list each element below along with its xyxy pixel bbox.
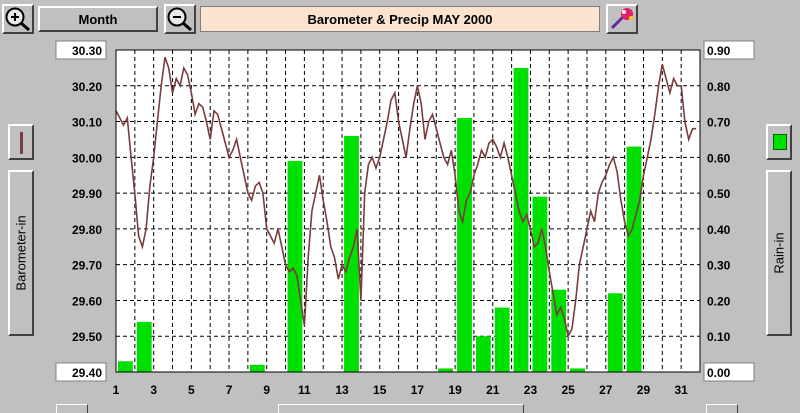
barometer-color-swatch[interactable] bbox=[8, 124, 34, 160]
zoom-out-button[interactable] bbox=[164, 4, 196, 34]
rain-color-swatch[interactable] bbox=[766, 124, 792, 160]
x-tick-label: 11 bbox=[298, 383, 311, 397]
scroll-left-button[interactable] bbox=[56, 404, 88, 413]
scroll-right-button[interactable] bbox=[706, 404, 738, 413]
left-y-tick-label: 30.10 bbox=[72, 116, 102, 130]
left-y-tick-label: 29.70 bbox=[72, 259, 102, 273]
zoom-in-icon bbox=[5, 7, 30, 32]
color-settings-button[interactable] bbox=[606, 4, 638, 34]
left-y-tick-label: 29.50 bbox=[72, 330, 102, 344]
zoom-in-button[interactable] bbox=[2, 4, 34, 34]
x-tick-label: 5 bbox=[188, 383, 195, 397]
x-tick-label: 27 bbox=[599, 383, 613, 397]
x-tick-label: 3 bbox=[150, 383, 157, 397]
left-y-tick-label: 29.90 bbox=[72, 187, 102, 201]
rain-bar bbox=[513, 67, 529, 372]
rain-bar bbox=[118, 361, 133, 372]
right-axis-label-button[interactable]: Rain-in bbox=[766, 170, 792, 336]
x-tick-label: 25 bbox=[561, 383, 575, 397]
x-tick-label: 29 bbox=[637, 383, 651, 397]
rain-bar bbox=[287, 160, 303, 372]
left-y-tick-label: 30.30 bbox=[72, 44, 102, 58]
x-tick-label: 1 bbox=[113, 383, 120, 397]
rain-bar bbox=[136, 321, 152, 372]
x-tick-label: 31 bbox=[674, 383, 688, 397]
rain-bar bbox=[551, 289, 567, 372]
period-button[interactable]: Month bbox=[38, 6, 158, 32]
right-y-tick-label: 0.30 bbox=[707, 259, 731, 273]
plot-area bbox=[116, 50, 700, 372]
right-y-tick-label: 0.90 bbox=[707, 44, 731, 58]
left-y-tick-label: 29.60 bbox=[72, 294, 102, 308]
left-y-tick-label: 30.20 bbox=[72, 80, 102, 94]
y-tick-box bbox=[703, 362, 755, 382]
barometer-line bbox=[115, 56, 697, 339]
rain-bar bbox=[494, 307, 510, 372]
chart-title: Barometer & Precip MAY 2000 bbox=[200, 6, 600, 32]
x-tick-label: 9 bbox=[263, 383, 270, 397]
paintbrush-icon bbox=[610, 8, 633, 30]
right-y-tick-label: 0.00 bbox=[707, 366, 731, 380]
right-y-tick-label: 0.50 bbox=[707, 187, 731, 201]
x-tick-label: 23 bbox=[524, 383, 538, 397]
x-tick-label: 7 bbox=[226, 383, 233, 397]
y-tick-box bbox=[55, 362, 107, 382]
left-y-tick-label: 29.80 bbox=[72, 223, 102, 237]
x-tick-label: 15 bbox=[373, 383, 387, 397]
zoom-out-icon bbox=[167, 7, 192, 32]
left-y-tick-label: 29.40 bbox=[72, 366, 102, 380]
rain-bar bbox=[607, 293, 623, 372]
x-tick-label: 17 bbox=[411, 383, 425, 397]
right-y-tick-label: 0.70 bbox=[707, 116, 731, 130]
x-tick-label: 21 bbox=[486, 383, 500, 397]
left-y-tick-label: 30.00 bbox=[72, 151, 102, 165]
right-y-tick-label: 0.40 bbox=[707, 223, 731, 237]
plot-frame bbox=[115, 49, 701, 373]
right-y-tick-label: 0.10 bbox=[707, 330, 731, 344]
rain-bar bbox=[249, 364, 265, 372]
rain-bar bbox=[570, 368, 585, 372]
x-tick-label: 13 bbox=[335, 383, 349, 397]
left-axis-label-button[interactable]: Barometer-in bbox=[8, 170, 34, 336]
rain-bar bbox=[475, 336, 491, 372]
rain-bar bbox=[532, 196, 548, 372]
right-y-tick-label: 0.20 bbox=[707, 294, 731, 308]
rain-bar bbox=[626, 146, 642, 372]
right-y-tick-label: 0.80 bbox=[707, 80, 731, 94]
rain-bar bbox=[438, 368, 454, 372]
y-tick-box bbox=[55, 40, 107, 60]
x-tick-label: 19 bbox=[448, 383, 462, 397]
rain-bar bbox=[457, 117, 472, 372]
y-tick-box bbox=[703, 40, 755, 60]
scroll-thumb[interactable] bbox=[278, 404, 524, 413]
right-y-tick-label: 0.60 bbox=[707, 151, 731, 165]
